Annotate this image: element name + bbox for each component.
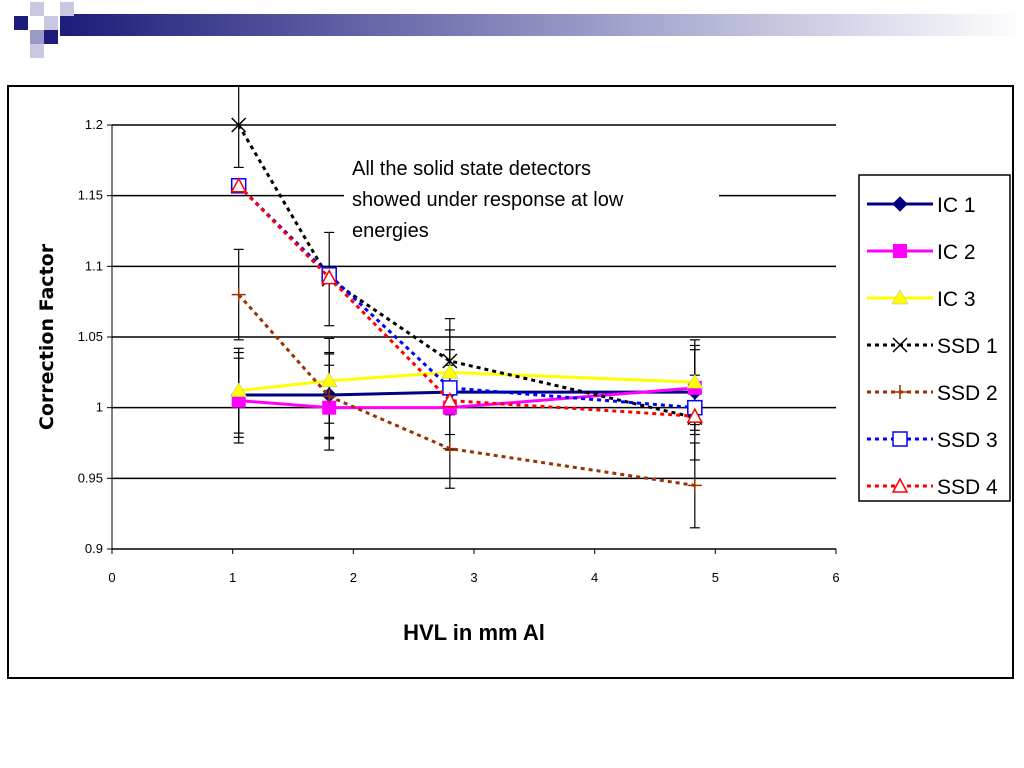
x-axis-title: HVL in mm Al [403, 620, 545, 645]
data-point [322, 400, 337, 415]
data-point [892, 431, 908, 447]
banner-square [30, 2, 44, 16]
y-tick-label: 1.1 [85, 258, 103, 273]
slide-banner [14, 2, 1024, 58]
data-point [686, 373, 704, 389]
y-tick-label: 1.05 [78, 329, 103, 344]
legend-label: SSD 2 [937, 382, 998, 405]
y-tick-label: 1 [96, 400, 103, 415]
legend-label: IC 3 [937, 288, 976, 311]
series-line [237, 124, 696, 420]
annotation-line: All the solid state detectors [352, 158, 591, 180]
data-point [230, 177, 247, 193]
banner-square [60, 2, 74, 16]
legend-label: SSD 3 [937, 429, 998, 452]
legend: IC 1 IC 2 IC 3 SSD 1 SSD 2 SSD 3 SSD 4 [858, 174, 1011, 502]
data-point [891, 289, 909, 305]
data-point [231, 287, 246, 302]
axes: 0.9 0.95 1 1.05 1.1 1.15 1.2 0 1 2 3 4 5 6 [78, 117, 840, 585]
annotation-line: showed under response at low [352, 189, 624, 211]
legend-label: SSD 4 [937, 476, 998, 499]
series-line [238, 370, 695, 393]
legend-label: IC 2 [937, 241, 976, 264]
x-tick-label: 4 [591, 570, 598, 585]
data-point [320, 269, 338, 285]
data-point [322, 389, 337, 404]
data-point [231, 393, 246, 408]
chart-frame: 0.9 0.95 1 1.05 1.1 1.15 1.2 0 1 2 3 4 5 6 Correction… [7, 85, 1014, 679]
data-point [441, 392, 459, 408]
series-line [238, 390, 695, 397]
x-tick-label: 6 [832, 570, 839, 585]
data-point [231, 117, 247, 133]
banner-square [30, 44, 44, 58]
data-point [230, 382, 248, 397]
x-tick-label: 5 [712, 570, 719, 585]
data-point [893, 244, 907, 258]
legend-label: IC 1 [937, 194, 976, 217]
data-point [441, 363, 459, 379]
banner-square [44, 16, 58, 30]
data-point [892, 337, 908, 353]
data-point [687, 478, 702, 493]
annotation-background [344, 157, 719, 241]
series-line [237, 184, 695, 418]
legend-box [858, 174, 1011, 502]
banner-square [14, 16, 28, 30]
annotation-line: energies [352, 220, 429, 242]
y-tick-label: 0.9 [85, 541, 103, 556]
data-point [891, 477, 909, 493]
banner-square [30, 30, 44, 44]
banner-gradient-bar [60, 14, 1024, 36]
data-point [686, 407, 704, 423]
data-point [893, 385, 907, 399]
y-tick-label: 1.2 [85, 117, 103, 132]
series-line [237, 293, 696, 487]
legend-label: SSD 1 [937, 335, 998, 358]
series-line [238, 386, 695, 410]
x-tick-label: 0 [108, 570, 115, 585]
data-point [320, 372, 338, 388]
y-tick-label: 1.15 [78, 188, 103, 203]
data-point [442, 441, 457, 456]
y-tick-label: 0.95 [78, 470, 103, 485]
chart: 0.9 0.95 1 1.05 1.1 1.15 1.2 0 1 2 3 4 5 6 Correction… [36, 87, 1011, 645]
data-point [442, 353, 458, 369]
plot-area [230, 87, 704, 529]
banner-square [44, 30, 58, 44]
x-tick-label: 1 [229, 570, 236, 585]
series-line [237, 184, 695, 410]
data-point [892, 196, 908, 212]
y-axis-title: Correction Factor [36, 243, 58, 430]
x-tick-label: 2 [350, 570, 357, 585]
x-tick-label: 3 [470, 570, 477, 585]
